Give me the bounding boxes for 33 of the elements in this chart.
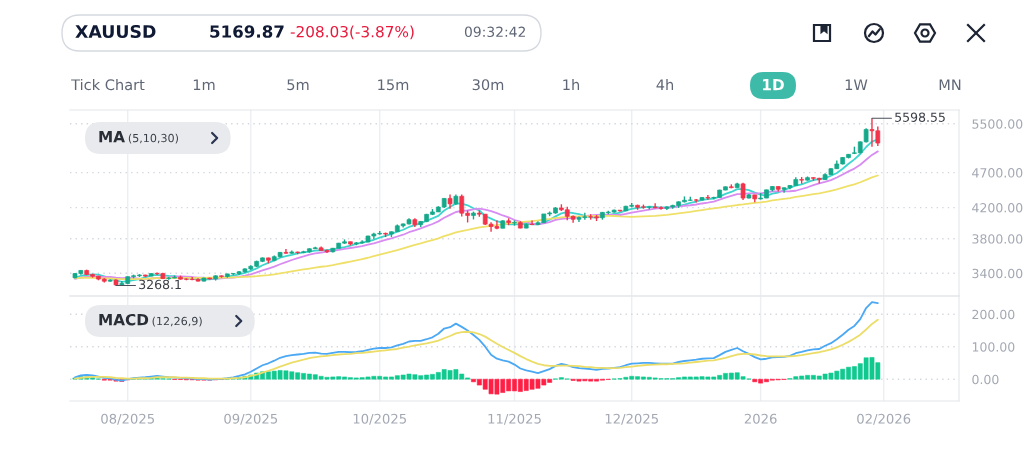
text: 15m: [378, 79, 409, 91]
y-tick-label: 3400.00: [972, 268, 1023, 279]
text: MN: [939, 79, 961, 91]
text: 1h: [563, 78, 580, 91]
text: 5598.55: [895, 112, 945, 122]
text: 1W: [845, 79, 868, 91]
text: 1D: [763, 79, 784, 91]
x-tick-label: 10/2025: [353, 413, 406, 425]
x-tick-label: 11/2025: [488, 413, 541, 425]
y-tick-label: 0.00: [972, 374, 999, 385]
y-tick-label: 4700.00: [972, 168, 1023, 178]
y-tick-label: 4200.00: [972, 203, 1023, 213]
text: 30m: [472, 79, 504, 91]
y-tick-label: 200.00: [972, 309, 1015, 320]
y-tick-label: 3800.00: [972, 234, 1023, 244]
text: 09:32:42: [464, 26, 525, 38]
y-tick-label: 100.00: [972, 342, 1015, 352]
text: 5m: [287, 79, 309, 91]
text: 4h: [656, 78, 674, 91]
text: 1m: [193, 79, 215, 91]
y-tick-label: 5500.00: [972, 119, 1023, 129]
x-tick-label: 08/2025: [101, 413, 154, 425]
text: -208.03(-3.87%): [290, 25, 414, 40]
x-tick-label: 12/2025: [605, 413, 658, 425]
chart-title: XAUUSD: [75, 24, 156, 39]
annotation: MACD (12,26,9): [99, 313, 202, 327]
annotation: 3268.1: [139, 279, 181, 290]
annotation: MA (5,10,30): [99, 131, 178, 144]
x-tick-label: 2026: [744, 413, 777, 424]
text: 5169.87: [210, 25, 284, 38]
x-tick-label: 02/2026: [857, 413, 911, 425]
text: Tick Chart: [71, 78, 145, 91]
x-tick-label: 09/2025: [224, 413, 278, 425]
